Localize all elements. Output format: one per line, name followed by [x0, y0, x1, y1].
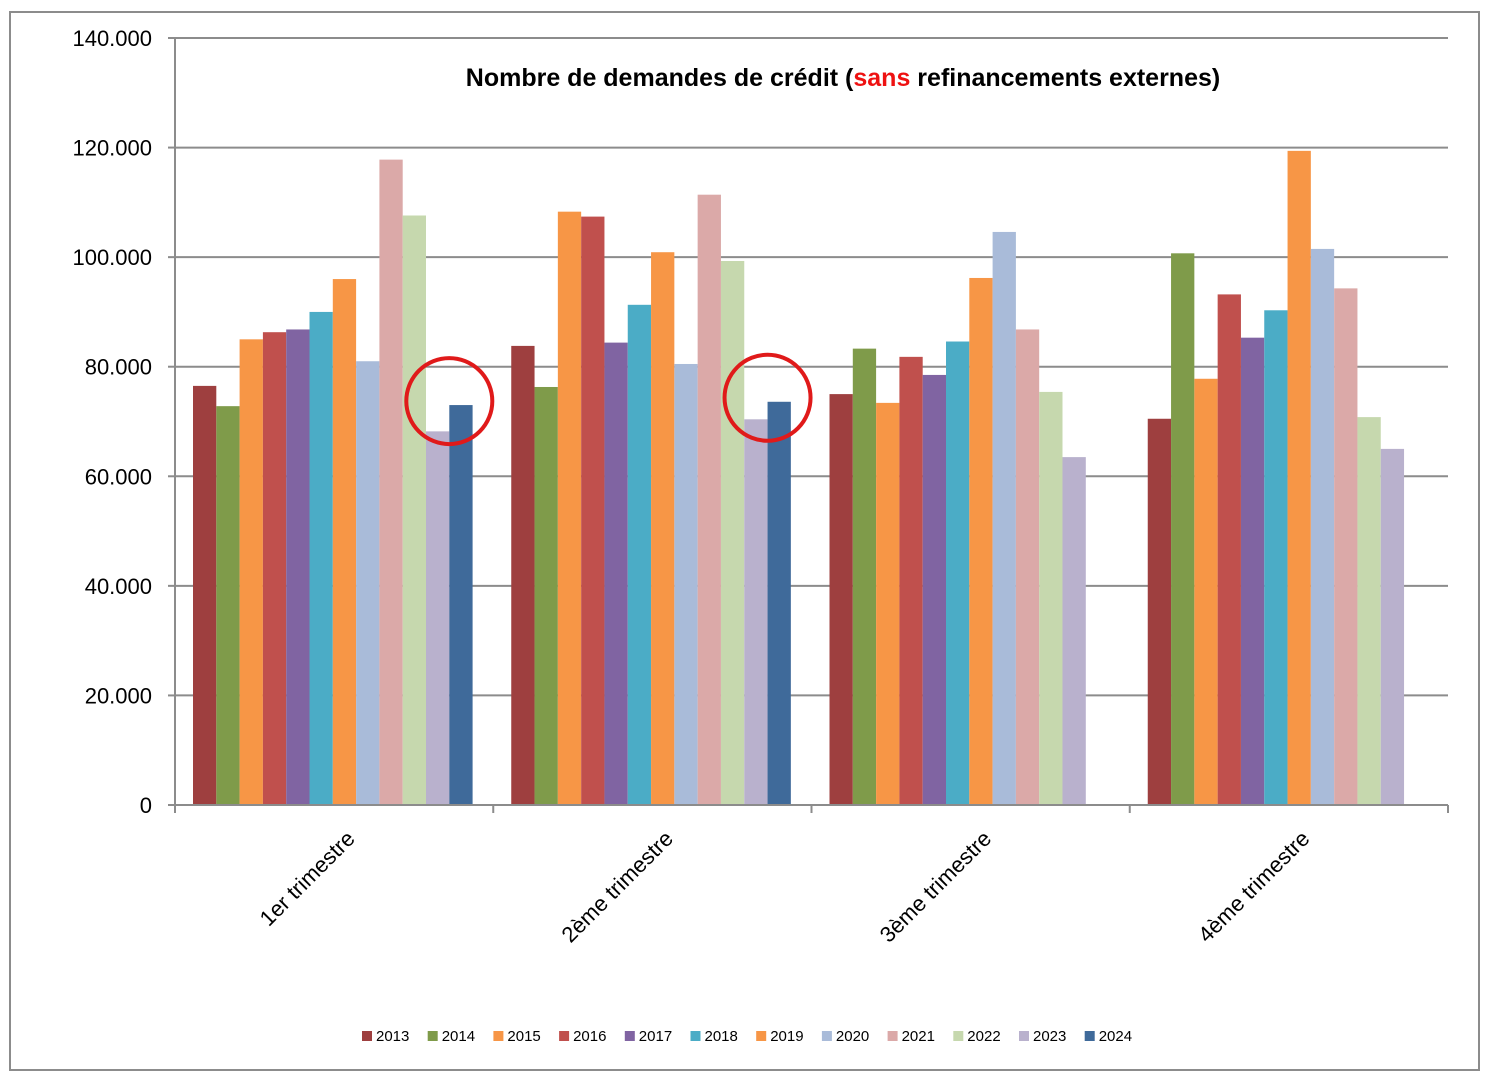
legend-swatch-2019 [756, 1031, 767, 1041]
legend-label-2017: 2017 [639, 1028, 672, 1045]
legend-swatch-2016 [559, 1031, 570, 1041]
legend-swatch-2017 [624, 1031, 635, 1041]
bar-2015-4 [1194, 378, 1218, 805]
legend-label-2020: 2020 [836, 1028, 869, 1045]
bar-2024-1 [449, 405, 473, 805]
legend-label-2016: 2016 [573, 1028, 606, 1045]
title-part-1: Nombre de demandes de crédit ( [466, 64, 854, 92]
legend-swatch-2021 [887, 1031, 898, 1041]
highlight-circle [722, 352, 813, 443]
legend-label-2023: 2023 [1033, 1028, 1066, 1045]
bar-2018-1 [309, 311, 333, 805]
bar-2016-2 [581, 216, 605, 805]
legend: 2013 2014 2015 2016 2017 2018 2019 2020 2021 2022… [362, 1028, 1132, 1045]
y-tick-label: 20.000 [85, 683, 152, 708]
category-label: 3ème trimestre [875, 826, 996, 947]
legend-swatch-2024 [1084, 1031, 1095, 1041]
legend-swatch-2023 [1019, 1031, 1029, 1041]
bar-2015-2 [557, 211, 582, 805]
bar-2013-2 [511, 345, 535, 805]
bar-2022-4 [1357, 417, 1381, 805]
bar-2017-3 [922, 374, 946, 805]
bar-2013-4 [1147, 418, 1172, 805]
category-label: 1er trimestre [255, 826, 360, 931]
title-highlight: sans [853, 64, 910, 92]
bar-2021-3 [1015, 329, 1040, 805]
bar-2019-2 [651, 252, 675, 805]
bar-2015-3 [876, 402, 900, 805]
y-tick-label: 60.000 [85, 464, 152, 489]
bar-2016-1 [262, 332, 287, 805]
bar-2016-4 [1217, 294, 1241, 805]
bar-2021-2 [697, 194, 721, 806]
bar-2013-1 [193, 385, 217, 805]
category-label: 4ème trimestre [1193, 826, 1314, 947]
bar-2023-1 [426, 431, 450, 805]
category-label: 2ème trimestre [556, 826, 677, 947]
bar-2014-3 [852, 348, 877, 805]
legend-label-2018: 2018 [705, 1028, 738, 1045]
legend-swatch-2013 [362, 1031, 372, 1041]
y-tick-label: 40.000 [85, 574, 152, 599]
bar-2014-4 [1171, 253, 1195, 805]
bar-2022-2 [720, 260, 745, 805]
legend-swatch-2015 [493, 1031, 504, 1041]
highlight-circle [404, 356, 495, 447]
bar-2015-1 [239, 339, 263, 805]
y-tick-label: 80.000 [85, 355, 152, 380]
y-tick-label: 100.000 [72, 245, 152, 270]
bar-2022-1 [402, 215, 426, 805]
bar-2020-2 [674, 363, 698, 805]
bar-2020-3 [992, 231, 1016, 806]
legend-label-2013: 2013 [376, 1028, 409, 1045]
bar-2020-4 [1310, 248, 1335, 806]
bar-2017-2 [604, 342, 628, 805]
bar-2021-1 [379, 159, 403, 806]
bar-2020-1 [356, 361, 380, 805]
bar-2019-4 [1287, 150, 1311, 805]
y-tick-label: 120.000 [72, 136, 152, 161]
legend-label-2022: 2022 [967, 1028, 1000, 1045]
bar-2022-3 [1039, 391, 1063, 805]
bar-2018-4 [1264, 310, 1288, 805]
bar-2023-2 [744, 419, 768, 805]
legend-swatch-2020 [821, 1031, 832, 1041]
legend-label-2019: 2019 [770, 1028, 803, 1045]
legend-label-2015: 2015 [507, 1028, 540, 1045]
bar-2019-1 [332, 279, 357, 805]
bar-2023-4 [1380, 448, 1405, 805]
bar-2021-4 [1334, 288, 1358, 805]
y-tick-label: 0 [140, 793, 152, 818]
highlight-circles [404, 352, 813, 447]
bar-2014-1 [216, 406, 240, 805]
y-tick-label: 140.000 [72, 26, 152, 51]
legend-label-2024: 2024 [1099, 1028, 1132, 1045]
bar-2024-2 [767, 401, 791, 805]
chart-title: Nombre de demandes de crédit (sans refin… [466, 64, 1220, 92]
bar-2014-2 [534, 386, 558, 805]
legend-swatch-2018 [690, 1031, 701, 1041]
bar-2019-3 [969, 277, 993, 805]
bar-2017-1 [286, 329, 310, 805]
legend-swatch-2022 [953, 1031, 964, 1041]
bar-2018-3 [946, 341, 970, 805]
legend-label-2021: 2021 [902, 1028, 935, 1045]
bar-2017-4 [1240, 337, 1265, 805]
bars [193, 150, 1405, 806]
bar-2013-3 [829, 394, 853, 805]
title-part-2: refinancements externes) [910, 64, 1220, 92]
legend-label-2014: 2014 [442, 1028, 475, 1045]
bar-2023-3 [1062, 457, 1086, 805]
bar-2016-3 [899, 356, 923, 805]
legend-swatch-2014 [427, 1031, 438, 1041]
bar-2018-2 [627, 304, 652, 805]
